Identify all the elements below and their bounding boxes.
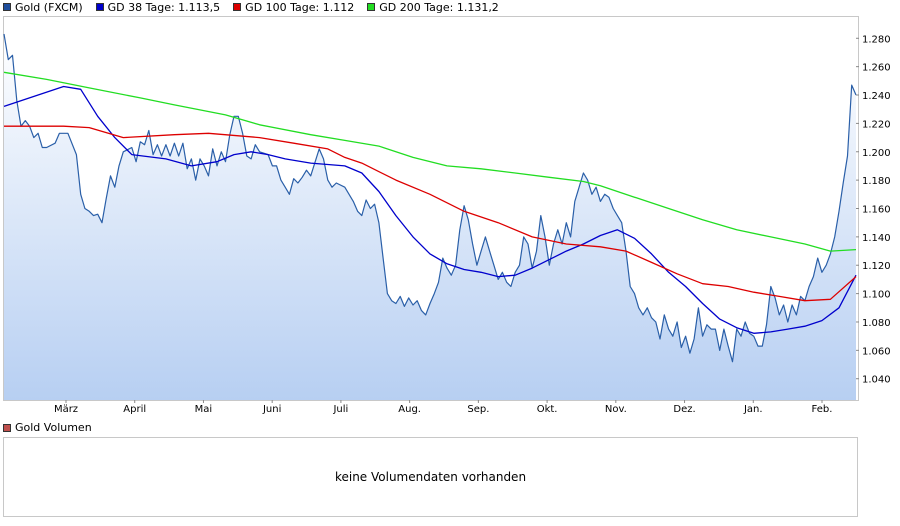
legend-item-gold[interactable]: Gold (FXCM) bbox=[3, 1, 83, 14]
series-line-gold-fxcm[interactable] bbox=[3, 33, 857, 363]
y-tick-label: 1.260 bbox=[862, 63, 891, 74]
y-tick-label: 1.280 bbox=[862, 34, 891, 45]
gd100-swatch-icon bbox=[233, 3, 242, 11]
y-tick-label: 1.200 bbox=[862, 148, 891, 159]
x-tick-label: Nov. bbox=[605, 404, 627, 415]
gd200-swatch-icon bbox=[367, 3, 376, 11]
y-tick-label: 1.060 bbox=[862, 346, 891, 357]
y-tick-label: 1.180 bbox=[862, 176, 891, 187]
gd38-swatch-icon bbox=[95, 3, 104, 11]
x-tick-label: Juni bbox=[262, 404, 281, 415]
x-tick-label: März bbox=[54, 404, 78, 415]
y-tick-label: 1.120 bbox=[862, 261, 891, 272]
y-tick-label: 1.040 bbox=[862, 375, 891, 386]
x-tick-label: Feb. bbox=[812, 404, 833, 415]
y-tick-label: 1.080 bbox=[862, 318, 891, 329]
price-chart[interactable]: 1.280 1.260 1.240 1.220 1.200 1.180 1.160 1.140… bbox=[0, 0, 900, 420]
legend-label-gd100: GD 100 Tage: 1.112 bbox=[245, 0, 355, 14]
y-tick-label: 1.240 bbox=[862, 91, 891, 102]
x-tick-label: April bbox=[123, 404, 146, 415]
x-tick-label: Aug. bbox=[398, 404, 421, 415]
legend-item-gd38[interactable]: GD 38 Tage: 1.113,5 bbox=[95, 0, 221, 14]
legend-label-gd38: GD 38 Tage: 1.113,5 bbox=[107, 0, 221, 14]
volume-swatch-icon bbox=[3, 423, 11, 432]
y-tick-label: 1.140 bbox=[862, 233, 891, 244]
x-tick-label: Dez. bbox=[673, 404, 695, 415]
series-area-gold-fxcm bbox=[4, 34, 856, 400]
legend-item-gd100[interactable]: GD 100 Tage: 1.112 bbox=[233, 1, 354, 14]
volume-empty-message: keine Volumendaten vorhanden bbox=[334, 470, 527, 484]
x-tick-label: Jan. bbox=[743, 404, 763, 415]
y-tick-label: 1.160 bbox=[862, 205, 891, 216]
volume-panel: keine Volumendaten vorhanden bbox=[3, 437, 858, 517]
chart-legend: Gold (FXCM) GD 38 Tage: 1.113,5 GD 100 T… bbox=[3, 0, 512, 14]
x-tick-label: Sep. bbox=[467, 404, 489, 415]
volume-label: Gold Volumen bbox=[15, 421, 92, 434]
series-line-gd-200-tage[interactable] bbox=[3, 71, 857, 252]
y-tick-label: 1.220 bbox=[862, 119, 891, 130]
volume-legend: Gold Volumen bbox=[3, 421, 92, 434]
legend-item-gd200[interactable]: GD 200 Tage: 1.131,2 bbox=[367, 1, 499, 14]
legend-label-gd200: GD 200 Tage: 1.131,2 bbox=[379, 0, 499, 14]
x-tick-label: Juli bbox=[332, 404, 348, 415]
gold-swatch-icon bbox=[3, 3, 11, 11]
y-tick-label: 1.100 bbox=[862, 290, 891, 301]
legend-label-gold: Gold (FXCM) bbox=[15, 0, 83, 14]
series-line-gd-38-tage[interactable] bbox=[3, 85, 857, 334]
x-tick-label: Okt. bbox=[537, 404, 558, 415]
series-line-gd-100-tage[interactable] bbox=[4, 125, 857, 302]
x-tick-label: Mai bbox=[195, 404, 213, 415]
